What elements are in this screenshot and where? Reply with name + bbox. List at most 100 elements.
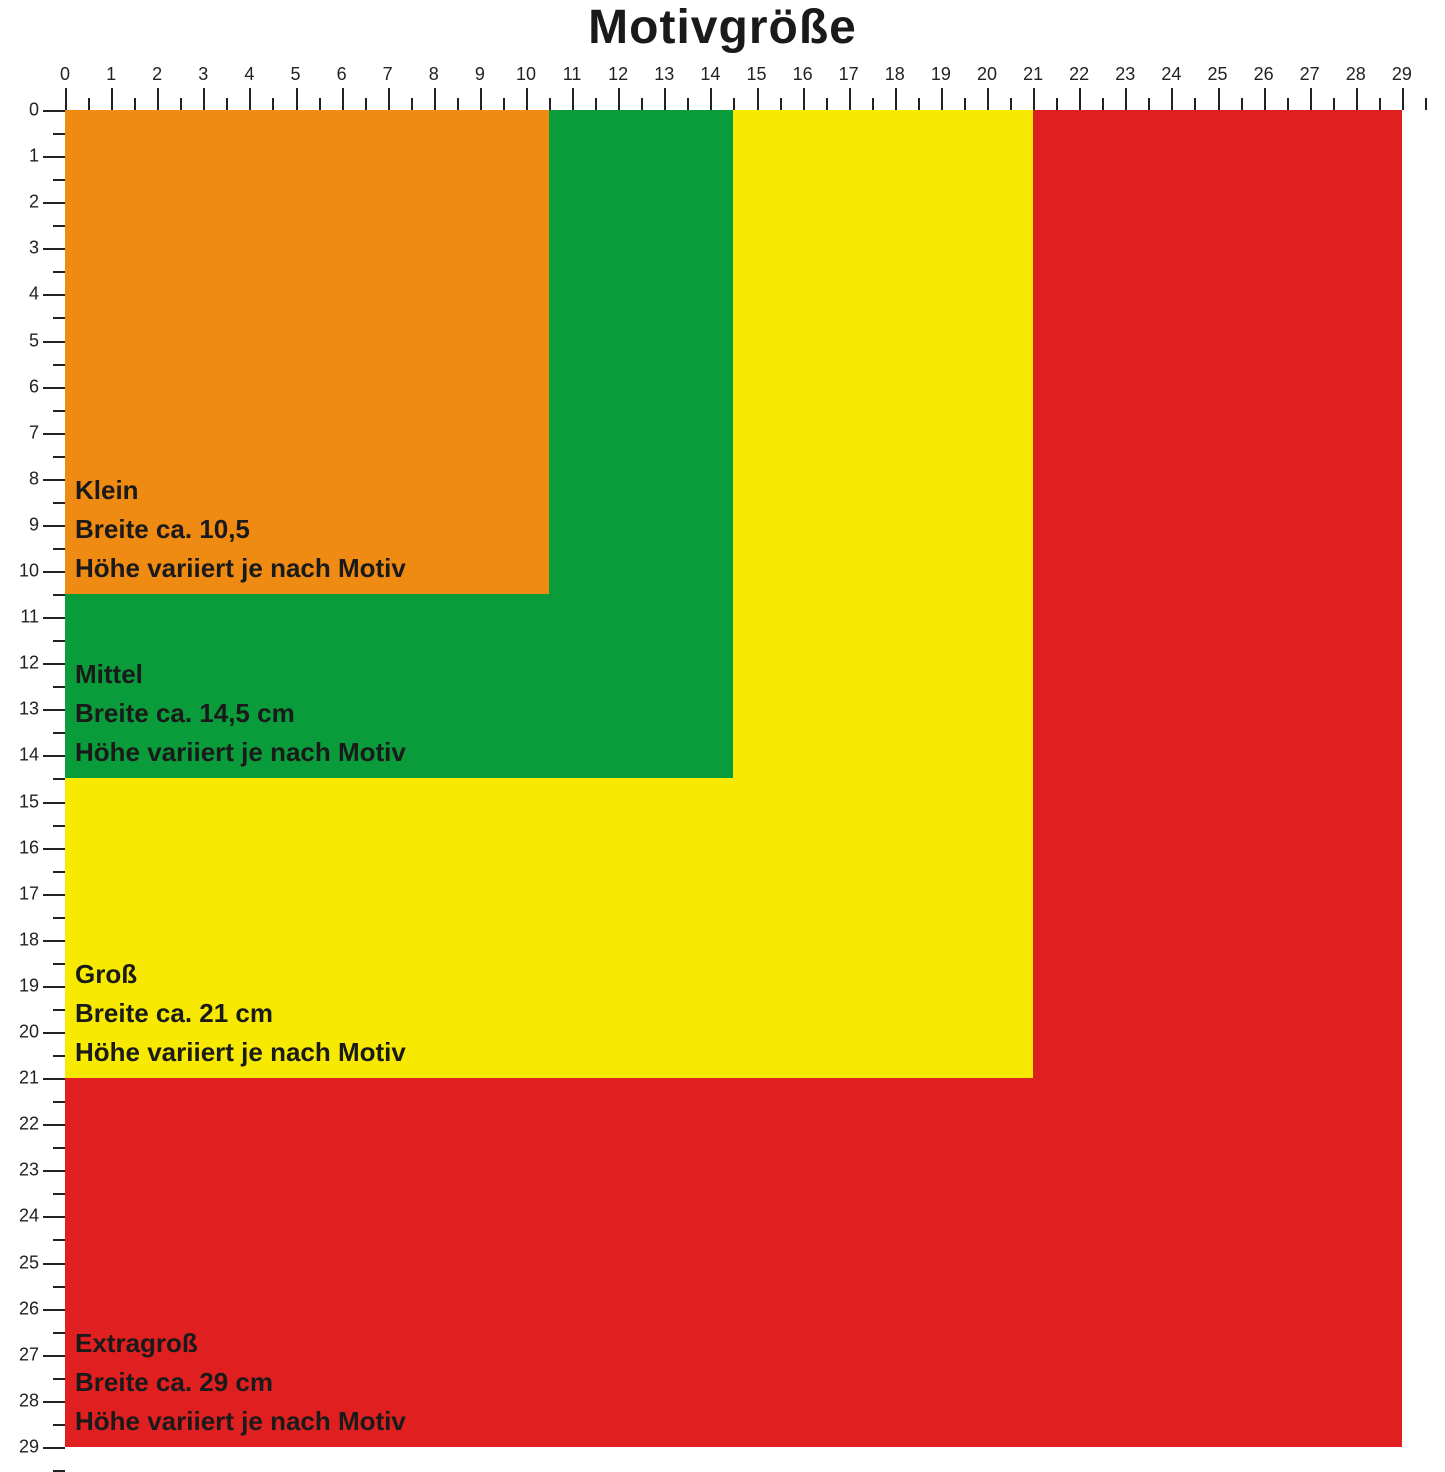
ruler-left-tick-major <box>43 663 65 665</box>
ruler-left-tick-minor <box>53 271 65 273</box>
ruler-left-label: 24 <box>15 1206 39 1227</box>
ruler-top-tick-minor <box>365 98 367 110</box>
ruler-left-tick-major <box>43 848 65 850</box>
ruler-left-tick-major <box>43 1447 65 1449</box>
ruler-left-label: 0 <box>15 100 39 121</box>
ruler-top-tick-minor <box>134 98 136 110</box>
ruler-left-tick-minor <box>53 548 65 550</box>
ruler-top-tick-minor <box>1333 98 1335 110</box>
ruler-left-label: 19 <box>15 975 39 996</box>
ruler-top-tick-major <box>1218 88 1220 110</box>
ruler-top-tick-minor <box>641 98 643 110</box>
ruler-top-tick-major <box>1264 88 1266 110</box>
ruler-top-label: 18 <box>885 64 905 85</box>
ruler-left-tick-major <box>43 525 65 527</box>
ruler-top-label: 7 <box>383 64 393 85</box>
ruler-top-tick-major <box>1033 88 1035 110</box>
ruler-left-tick-major <box>43 940 65 942</box>
ruler-left-tick-minor <box>53 1239 65 1241</box>
ruler-left-tick-major <box>43 110 65 112</box>
ruler-horizontal: 0123456789101112131415161718192021222324… <box>65 60 1425 110</box>
ruler-left-tick-major <box>43 248 65 250</box>
size-width-text: Breite ca. 29 cm <box>75 1363 406 1402</box>
ruler-left-label: 28 <box>15 1390 39 1411</box>
ruler-top-tick-major <box>203 88 205 110</box>
ruler-left-label: 29 <box>15 1436 39 1457</box>
ruler-left-tick-minor <box>53 1147 65 1149</box>
chart-title: Motivgröße <box>0 0 1445 55</box>
ruler-top-label: 13 <box>654 64 674 85</box>
ruler-left-label: 16 <box>15 837 39 858</box>
ruler-left-label: 13 <box>15 699 39 720</box>
size-width-text: Breite ca. 14,5 cm <box>75 694 406 733</box>
ruler-top-label: 26 <box>1254 64 1274 85</box>
ruler-top-label: 22 <box>1069 64 1089 85</box>
ruler-left-tick-major <box>43 1124 65 1126</box>
ruler-left-label: 8 <box>15 468 39 489</box>
ruler-left-tick-minor <box>53 1009 65 1011</box>
ruler-left-tick-minor <box>53 1424 65 1426</box>
ruler-top-label: 23 <box>1115 64 1135 85</box>
ruler-top-label: 1 <box>106 64 116 85</box>
ruler-top-tick-major <box>480 88 482 110</box>
ruler-left-label: 2 <box>15 192 39 213</box>
ruler-top-label: 19 <box>931 64 951 85</box>
ruler-left-tick-major <box>43 802 65 804</box>
ruler-top-tick-major <box>388 88 390 110</box>
ruler-left-tick-major <box>43 1032 65 1034</box>
ruler-left-label: 9 <box>15 514 39 535</box>
ruler-left-tick-minor <box>53 640 65 642</box>
size-name: Mittel <box>75 655 406 694</box>
ruler-left-tick-major <box>43 571 65 573</box>
size-height-text: Höhe variiert je nach Motiv <box>75 1033 406 1072</box>
ruler-left-label: 10 <box>15 561 39 582</box>
ruler-left-label: 6 <box>15 376 39 397</box>
ruler-left-label: 18 <box>15 929 39 950</box>
ruler-left-label: 4 <box>15 284 39 305</box>
ruler-left-tick-minor <box>53 1055 65 1057</box>
ruler-top-tick-minor <box>687 98 689 110</box>
ruler-top-label: 16 <box>793 64 813 85</box>
ruler-left-tick-major <box>43 1078 65 1080</box>
ruler-left-label: 1 <box>15 146 39 167</box>
ruler-top-tick-minor <box>319 98 321 110</box>
ruler-top-label: 11 <box>563 64 582 85</box>
ruler-left-label: 23 <box>15 1160 39 1181</box>
ruler-top-tick-major <box>296 88 298 110</box>
ruler-left-tick-minor <box>53 225 65 227</box>
ruler-top-tick-minor <box>503 98 505 110</box>
ruler-top-tick-minor <box>1241 98 1243 110</box>
ruler-top-tick-minor <box>226 98 228 110</box>
ruler-top-tick-minor <box>1379 98 1381 110</box>
size-name: Groß <box>75 955 406 994</box>
ruler-left-tick-minor <box>53 1286 65 1288</box>
ruler-top-label: 6 <box>337 64 347 85</box>
ruler-top-tick-major <box>65 88 67 110</box>
ruler-left-label: 26 <box>15 1298 39 1319</box>
ruler-left-label: 7 <box>15 422 39 443</box>
ruler-left-label: 11 <box>15 607 39 628</box>
ruler-top-tick-major <box>342 88 344 110</box>
ruler-top-tick-major <box>1402 88 1404 110</box>
ruler-left-tick-major <box>43 617 65 619</box>
ruler-top-label: 21 <box>1023 64 1043 85</box>
ruler-left-tick-major <box>43 202 65 204</box>
ruler-left-tick-major <box>43 986 65 988</box>
ruler-top-label: 28 <box>1346 64 1366 85</box>
ruler-top-tick-minor <box>918 98 920 110</box>
ruler-top-label: 17 <box>839 64 859 85</box>
ruler-top-tick-minor <box>411 98 413 110</box>
ruler-left-label: 12 <box>15 653 39 674</box>
ruler-left-tick-minor <box>53 317 65 319</box>
ruler-left-tick-major <box>43 755 65 757</box>
size-chart-container: Motivgröße 01234567891011121314151617181… <box>0 0 1445 1445</box>
ruler-left-tick-major <box>43 1309 65 1311</box>
ruler-top-label: 8 <box>429 64 439 85</box>
ruler-top-tick-major <box>157 88 159 110</box>
ruler-top-tick-major <box>941 88 943 110</box>
ruler-left-tick-minor <box>53 594 65 596</box>
ruler-top-label: 5 <box>290 64 300 85</box>
ruler-top-label: 14 <box>700 64 720 85</box>
ruler-top-tick-minor <box>1287 98 1289 110</box>
ruler-left-tick-minor <box>53 686 65 688</box>
